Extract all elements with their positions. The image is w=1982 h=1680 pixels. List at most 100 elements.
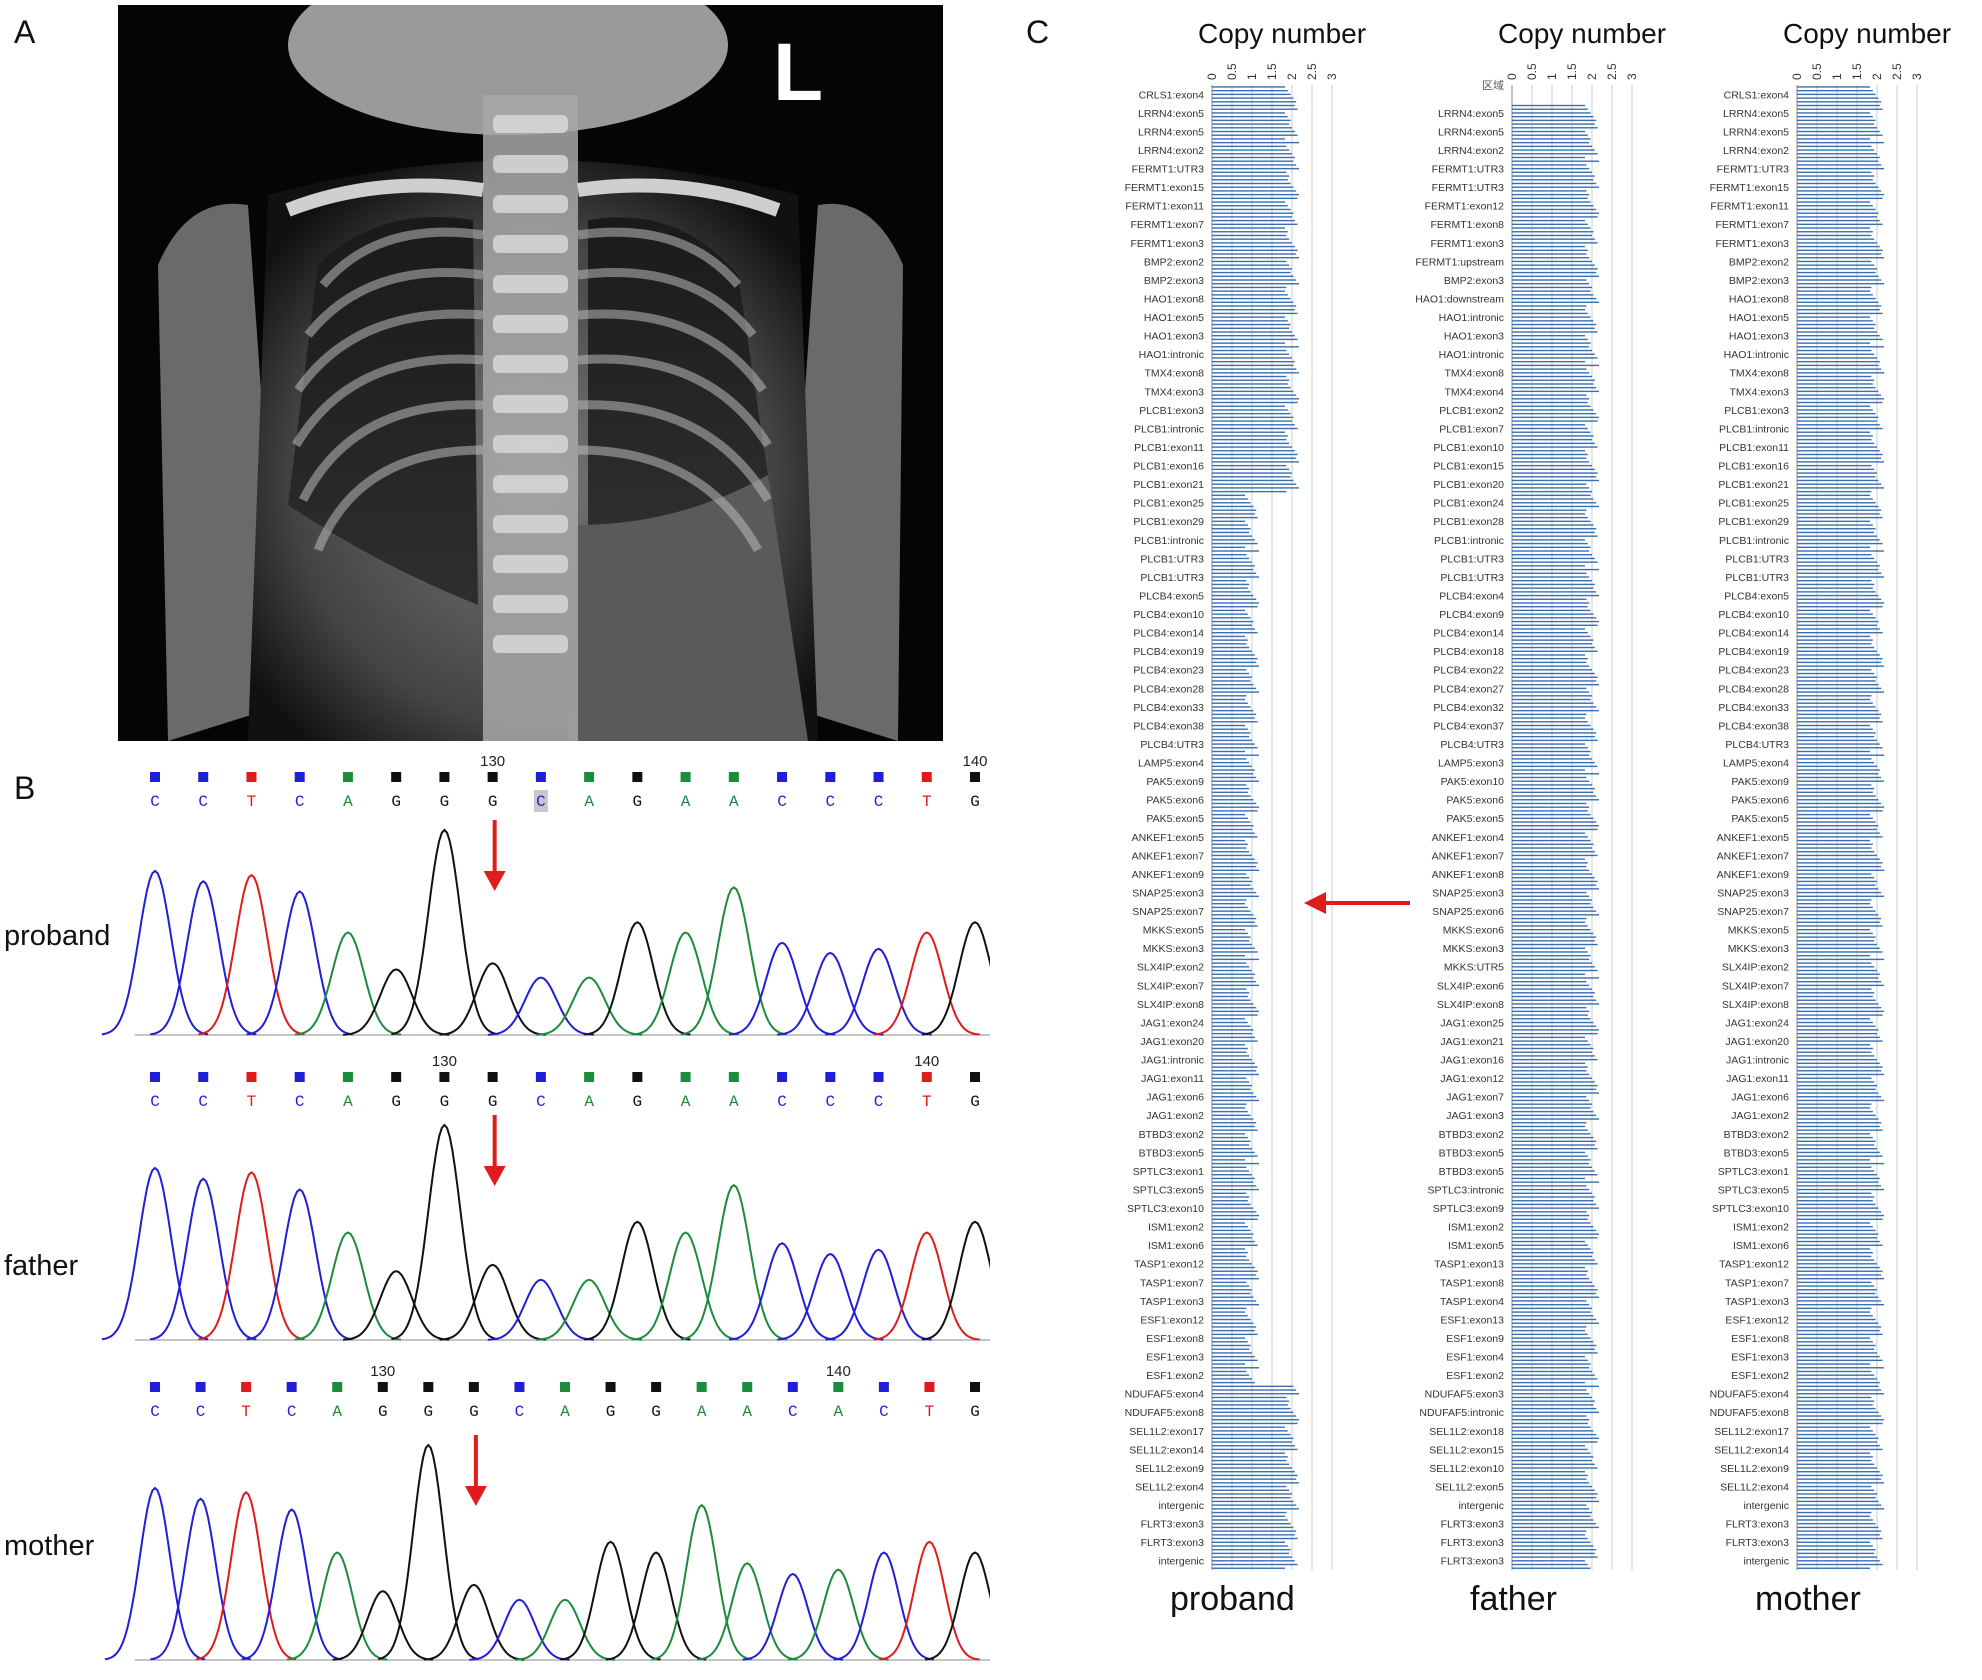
- copy-number-bar: [1797, 253, 1882, 255]
- copy-number-bar: [1212, 643, 1247, 645]
- copy-number-bar: [1797, 1274, 1882, 1276]
- copy-number-bar: [1797, 1122, 1882, 1124]
- copy-number-bar: [1797, 1166, 1872, 1168]
- copy-number-bar: [1797, 1422, 1883, 1425]
- copy-number-bar: [1797, 283, 1884, 285]
- copy-number-bar: [1512, 877, 1595, 879]
- copy-number-bar: [1797, 1344, 1876, 1347]
- copy-number-bar: [1512, 1185, 1587, 1187]
- base-call-marker: [873, 772, 884, 782]
- copy-number-bar: [1212, 836, 1258, 838]
- copy-number-bar: [1512, 995, 1594, 998]
- copy-number-bar: [1797, 1099, 1884, 1102]
- copy-number-bar: [1212, 479, 1294, 482]
- copy-number-bar: [1212, 1292, 1251, 1295]
- copy-number-bar: [1212, 383, 1288, 385]
- trace-peak: [150, 1177, 257, 1341]
- copy-number-bar: [1797, 234, 1872, 237]
- copy-number-bar: [1512, 999, 1597, 1001]
- copy-number-bar: [1212, 1445, 1295, 1447]
- copy-number-bar: [1512, 468, 1595, 471]
- copy-number-bar: [1797, 899, 1872, 901]
- region-label: PLCB1:UTR3: [1140, 572, 1204, 584]
- copy-number-bar: [1512, 153, 1598, 155]
- trace-peak: [101, 869, 209, 1036]
- copy-number-bar: [1797, 542, 1883, 545]
- copy-number-bar: [1212, 1467, 1292, 1469]
- copy-number-bar: [1512, 836, 1588, 838]
- copy-number-bar: [1512, 1270, 1588, 1272]
- copy-number-bar: [1797, 182, 1876, 185]
- copy-number-bar: [1512, 1277, 1590, 1280]
- copy-number-bar: [1212, 1367, 1259, 1369]
- copy-number-bar: [1512, 123, 1595, 125]
- region-label: PLCB1:exon24: [1433, 498, 1504, 510]
- copy-number-bar: [1212, 505, 1254, 508]
- copy-number-bar: [1512, 832, 1585, 834]
- trace-peak: [469, 1598, 570, 1661]
- copy-number-bar: [1797, 201, 1870, 203]
- copy-number-bar: [1212, 275, 1294, 277]
- region-label: BMP2:exon2: [1729, 256, 1789, 268]
- copy-number-bar: [1512, 516, 1588, 519]
- copy-number-bar: [1512, 1344, 1597, 1347]
- region-label: PLCB1:exon3: [1139, 405, 1204, 417]
- copy-number-bar: [1212, 1188, 1259, 1191]
- copy-number-bar: [1797, 104, 1880, 107]
- copy-number-bar: [1512, 683, 1599, 686]
- copy-number-bar: [1512, 424, 1585, 426]
- copy-number-bar: [1797, 832, 1880, 834]
- copy-number-bar: [1212, 617, 1251, 619]
- copy-number-bar: [1212, 940, 1250, 942]
- copy-number-bar: [1212, 476, 1291, 478]
- copy-number-bar: [1797, 869, 1884, 871]
- copy-number-bar: [1797, 631, 1883, 634]
- copy-number-bar: [1797, 1430, 1873, 1432]
- copy-number-bar: [1212, 401, 1298, 404]
- copy-number-bar: [1512, 977, 1599, 979]
- copy-number-bar: [1797, 717, 1880, 719]
- copy-number-bar: [1797, 973, 1880, 975]
- copy-number-bar: [1512, 1474, 1588, 1477]
- copy-number-bar: [1797, 193, 1884, 196]
- copy-number-bar: [1797, 865, 1882, 868]
- copy-number-bar: [1797, 1355, 1880, 1358]
- region-label: LAMP5:exon4: [1138, 758, 1204, 770]
- copy-number-bar: [1797, 1036, 1880, 1039]
- copy-number-bar: [1512, 1341, 1594, 1343]
- copy-number-bar: [1212, 1029, 1254, 1031]
- copy-number-bar: [1212, 242, 1292, 244]
- copy-number-bar: [1512, 520, 1591, 523]
- copy-number-bar: [1212, 713, 1257, 716]
- copy-number-bar: [1512, 1107, 1591, 1109]
- region-label: LAMP5:exon4: [1723, 758, 1789, 770]
- copy-number-bar: [1797, 828, 1877, 831]
- copy-number-bar: [1797, 1107, 1870, 1109]
- copy-number-bar: [1797, 1556, 1877, 1558]
- copy-number-bar: [1797, 1474, 1883, 1477]
- copy-number-bar: [1797, 1214, 1884, 1217]
- copy-number-bar: [1512, 583, 1595, 586]
- copy-number-bar: [1797, 1021, 1873, 1024]
- copy-number-bar: [1512, 1222, 1591, 1224]
- copy-number-bar: [1212, 847, 1247, 849]
- position-tick-label: 130: [370, 1363, 395, 1380]
- copy-number-bar: [1512, 1393, 1590, 1395]
- copy-number-bar: [1512, 1445, 1585, 1447]
- copy-number-bar: [1512, 613, 1594, 615]
- copy-number-bar: [1212, 895, 1259, 897]
- copy-number-bar: [1797, 839, 1870, 842]
- copy-number-bar: [1797, 843, 1873, 846]
- copy-number-bar: [1512, 212, 1599, 214]
- variant-arrowhead: [464, 1486, 487, 1506]
- copy-number-bar: [1212, 917, 1257, 920]
- copy-number-bar: [1512, 513, 1585, 515]
- copy-number-bar: [1797, 1567, 1870, 1569]
- copy-number-bar: [1512, 309, 1585, 311]
- copy-number-bar: [1512, 119, 1597, 122]
- copy-number-bar: [1212, 743, 1255, 745]
- copy-number-bar: [1212, 123, 1290, 125]
- copy-number-bar: [1797, 1359, 1883, 1362]
- copy-number-bar: [1512, 1003, 1599, 1005]
- trace-peak: [788, 1568, 889, 1661]
